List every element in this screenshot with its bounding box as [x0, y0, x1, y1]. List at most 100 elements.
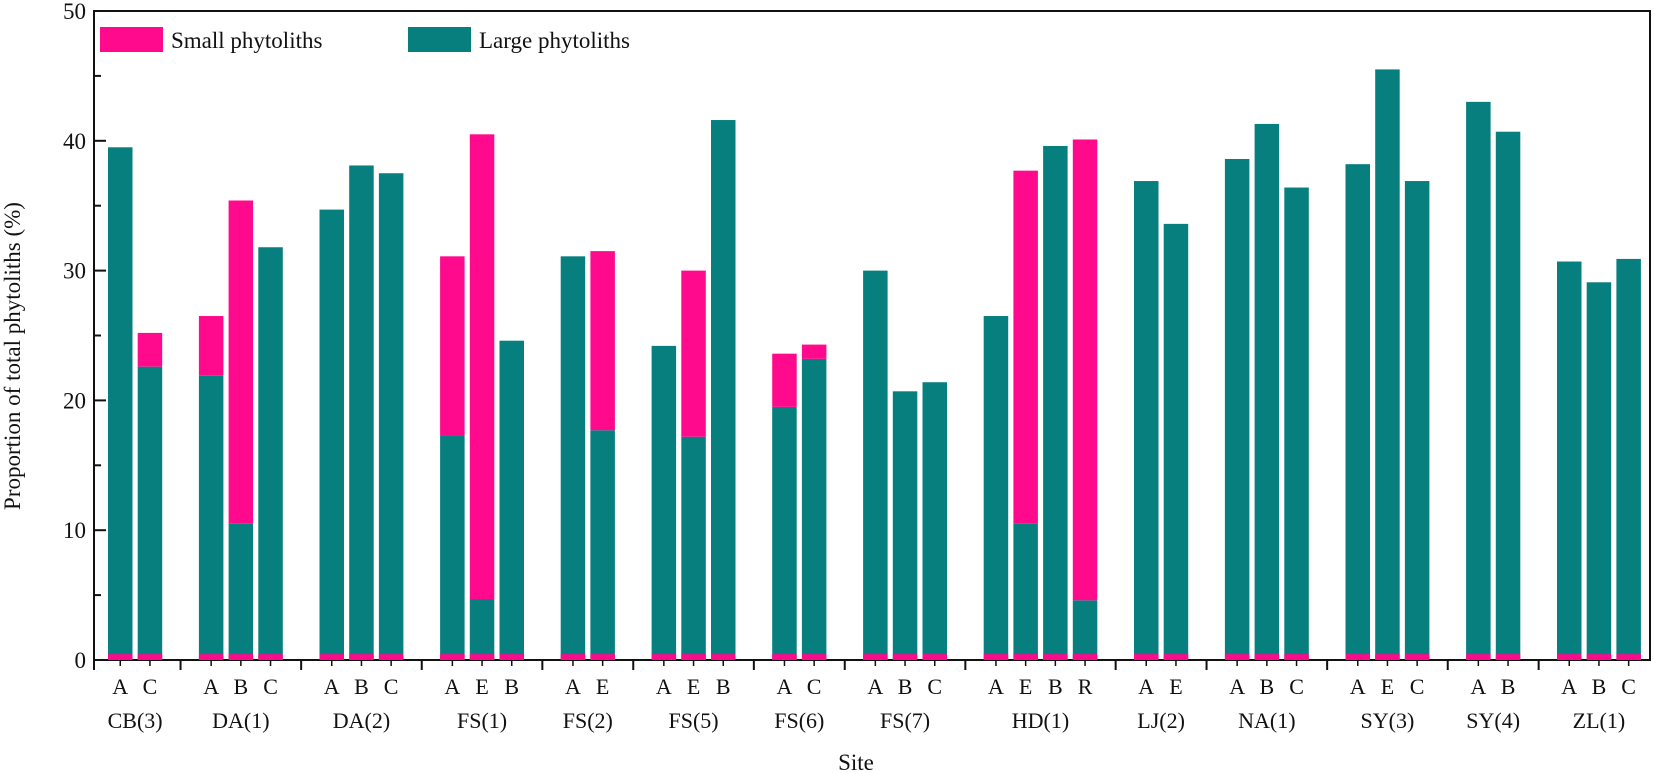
bar-category-label: B: [898, 674, 913, 699]
bar-large-phytoliths: [469, 598, 495, 660]
y-tick-label: 30: [63, 259, 86, 284]
bar-category-label: B: [716, 674, 731, 699]
bar-category-label: B: [1048, 674, 1063, 699]
bar-small-phytoliths: [772, 353, 797, 407]
bar-large-phytoliths: [228, 523, 254, 660]
bar-category-label: A: [1229, 674, 1245, 699]
bar-category-label: B: [1501, 674, 1516, 699]
bar-large-phytoliths: [681, 436, 706, 660]
bar-large-phytoliths: [1345, 164, 1370, 660]
bar-base-stripe: [1254, 654, 1280, 660]
bar-large-phytoliths: [319, 209, 344, 660]
bar-large-phytoliths: [1254, 123, 1280, 660]
bar-large-phytoliths: [590, 430, 615, 660]
bar-category-label: C: [1289, 674, 1304, 699]
bar-base-stripe: [772, 654, 797, 660]
bar-base-stripe: [983, 654, 1009, 660]
bar-category-label: A: [1470, 674, 1486, 699]
bar-large-phytoliths: [1557, 261, 1582, 660]
bar-large-phytoliths: [1284, 187, 1309, 660]
bar-category-label: E: [1019, 674, 1032, 699]
y-tick-label: 0: [75, 648, 87, 673]
bar-base-stripe: [651, 654, 677, 660]
bar-category-label: C: [1410, 674, 1425, 699]
bar-large-phytoliths: [378, 173, 404, 660]
bar-category-label: B: [234, 674, 249, 699]
bar-category-label: C: [807, 674, 822, 699]
bar-large-phytoliths: [801, 358, 827, 660]
bar-large-phytoliths: [1495, 131, 1521, 661]
bar-small-phytoliths: [469, 134, 495, 599]
bar-large-phytoliths: [772, 406, 797, 660]
bar-category-label: E: [596, 674, 609, 699]
bar-base-stripe: [499, 654, 524, 660]
bar-small-phytoliths: [681, 270, 706, 437]
bar-category-label: B: [354, 674, 369, 699]
bar-base-stripe: [863, 654, 888, 660]
bar-base-stripe: [922, 654, 947, 660]
bar-large-phytoliths: [440, 435, 465, 660]
legend-label-small: Small phytoliths: [171, 28, 322, 53]
bar-category-label: C: [143, 674, 158, 699]
bar-large-phytoliths: [1466, 101, 1491, 661]
site-group-label: CB(3): [108, 708, 163, 733]
bar-large-phytoliths: [499, 340, 524, 660]
bar-base-stripe: [1043, 654, 1068, 660]
y-axis-title: Proportion of total phytoliths (%): [0, 202, 25, 510]
bar-category-label: E: [475, 674, 488, 699]
y-tick-label: 20: [63, 388, 86, 413]
bar-small-phytoliths: [137, 332, 163, 367]
site-group-label: SY(4): [1466, 708, 1520, 733]
bar-base-stripe: [1466, 654, 1491, 660]
bar-base-stripe: [1616, 654, 1641, 660]
bar-category-label: C: [384, 674, 399, 699]
site-group-label: FS(2): [563, 708, 613, 733]
site-group-label: NA(1): [1238, 708, 1295, 733]
bar-base-stripe: [1163, 654, 1189, 660]
bar-large-phytoliths: [349, 165, 374, 660]
bar-large-phytoliths: [1616, 258, 1641, 660]
bar-base-stripe: [469, 654, 495, 660]
bar-base-stripe: [1495, 654, 1521, 660]
bar-category-label: A: [1561, 674, 1577, 699]
bar-category-label: A: [867, 674, 883, 699]
site-group-label: FS(6): [774, 708, 824, 733]
site-group-label: FS(7): [880, 708, 930, 733]
bar-large-phytoliths: [711, 120, 736, 661]
bar-large-phytoliths: [108, 147, 133, 661]
bar-base-stripe: [1586, 654, 1612, 660]
bar-base-stripe: [1284, 654, 1309, 660]
bar-category-label: A: [988, 674, 1004, 699]
bar-large-phytoliths: [1134, 181, 1159, 660]
y-tick-label: 40: [63, 129, 86, 154]
bar-large-phytoliths: [137, 366, 163, 660]
bar-category-label: A: [565, 674, 581, 699]
bar-category-label: B: [1592, 674, 1607, 699]
bar-small-phytoliths: [228, 200, 254, 524]
bar-base-stripe: [560, 654, 586, 660]
bar-base-stripe: [1375, 654, 1400, 660]
bar-large-phytoliths: [983, 316, 1009, 660]
x-axis-title: Site: [838, 750, 874, 774]
bar-category-label: C: [1621, 674, 1636, 699]
bar-large-phytoliths: [198, 375, 224, 660]
bar-large-phytoliths: [863, 270, 888, 660]
bar-base-stripe: [137, 654, 163, 660]
bar-large-phytoliths: [1586, 282, 1612, 660]
legend-swatch-small: [100, 27, 163, 52]
bar-base-stripe: [1013, 654, 1038, 660]
bar-category-label: A: [203, 674, 219, 699]
bar-category-label: B: [504, 674, 519, 699]
bar-category-label: C: [263, 674, 278, 699]
bar-base-stripe: [258, 654, 283, 660]
bar-large-phytoliths: [1072, 600, 1098, 660]
bar-category-label: A: [112, 674, 128, 699]
y-tick-label: 10: [63, 518, 86, 543]
bar-large-phytoliths: [892, 391, 918, 660]
bar-large-phytoliths: [1043, 145, 1068, 660]
bar-category-label: A: [444, 674, 460, 699]
site-group-label: ZL(1): [1573, 708, 1626, 733]
bar-category-label: C: [927, 674, 942, 699]
bar-base-stripe: [892, 654, 918, 660]
